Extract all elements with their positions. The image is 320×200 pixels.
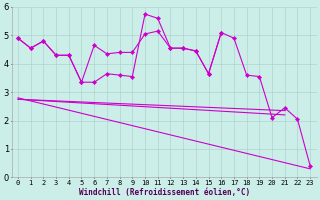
X-axis label: Windchill (Refroidissement éolien,°C): Windchill (Refroidissement éolien,°C) bbox=[78, 188, 250, 197]
